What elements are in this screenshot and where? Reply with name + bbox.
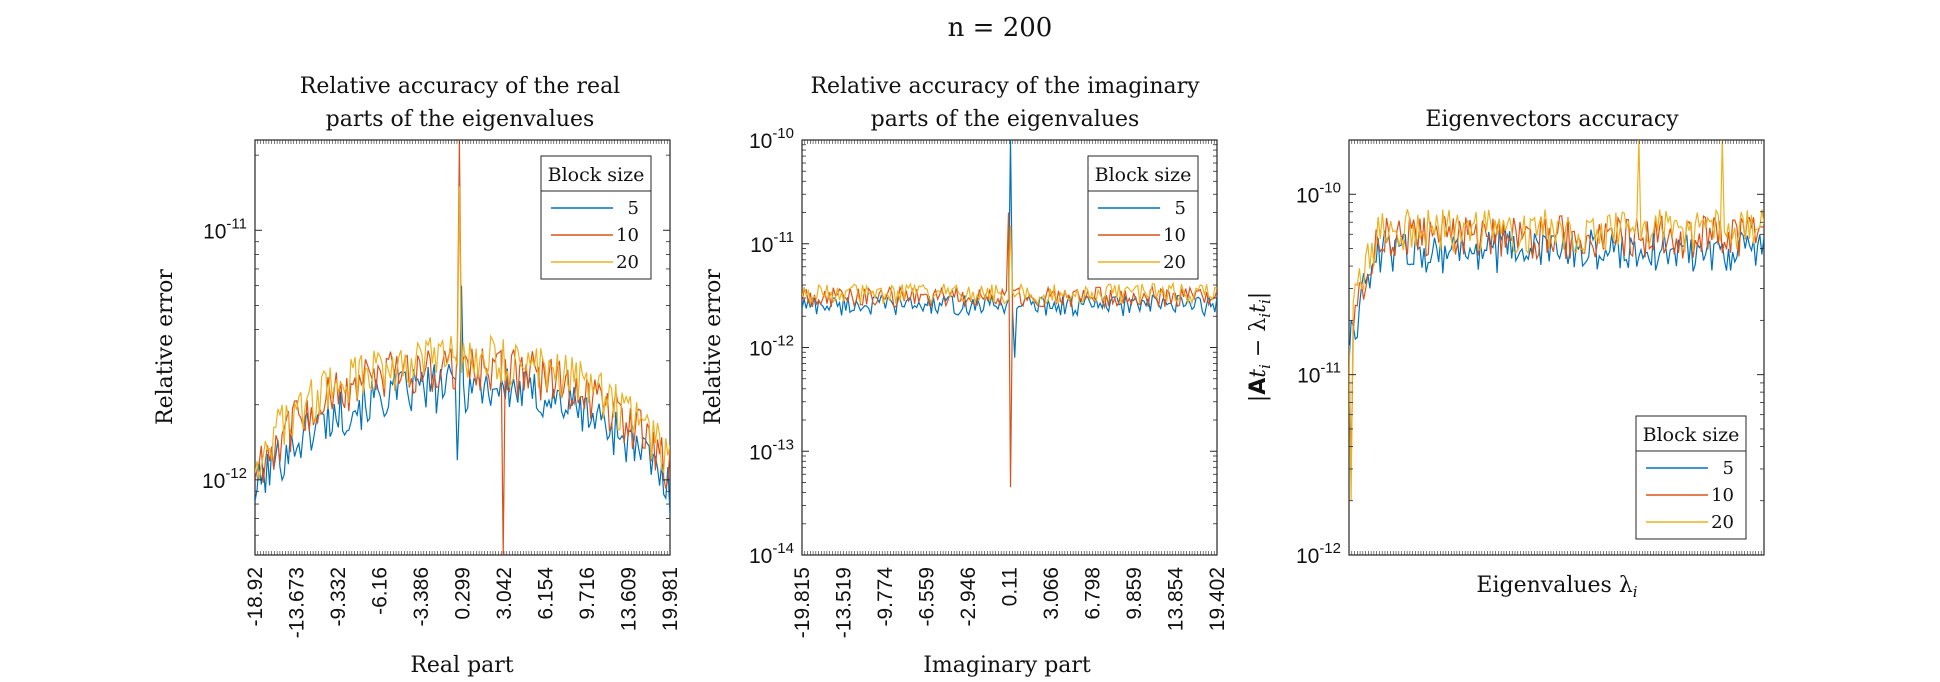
x-tick-label: 9.859 xyxy=(1123,567,1146,620)
legend-box xyxy=(540,155,652,280)
x-tick-label: 13.854 xyxy=(1165,567,1188,632)
legend-label-5: 5 xyxy=(1723,458,1734,479)
y-tick-label: 10-13 xyxy=(749,436,794,464)
y-tick-label: 10-12 xyxy=(749,333,794,361)
x-axis-label: Real part xyxy=(410,653,513,678)
chart-title: Eigenvectors accuracy xyxy=(1425,107,1679,132)
chart-title-line-1: Relative accuracy of the real xyxy=(300,74,620,99)
legend: Block size 5 10 20 xyxy=(1087,155,1199,280)
legend-label-10: 10 xyxy=(616,225,639,246)
series-line-20 xyxy=(802,225,1217,306)
x-tick-label: -13.673 xyxy=(286,567,309,638)
x-tick-label: 0.299 xyxy=(452,567,475,620)
chart-real: Relative accuracy of the real parts of t… xyxy=(153,74,682,678)
series-layer xyxy=(1349,140,1764,501)
chart-vec: Eigenvectors accuracy 10-12 10-11 10-10 |A… xyxy=(1246,107,1765,601)
legend-title: Block size xyxy=(548,164,645,186)
legend-label-10: 10 xyxy=(1163,225,1186,246)
chart-title-line-1: Relative accuracy of the imaginary xyxy=(810,74,1200,99)
x-tick-label: -6.559 xyxy=(916,567,939,627)
x-tick-label: -9.332 xyxy=(327,567,350,627)
y-tick-label: 10-12 xyxy=(1296,540,1341,568)
series-line-20 xyxy=(1349,140,1764,501)
x-tick-label: -13.519 xyxy=(833,567,856,638)
y-tick-label: 10-14 xyxy=(749,540,794,568)
series-layer xyxy=(255,140,670,555)
legend-label-5: 5 xyxy=(1175,198,1186,219)
legend: Block size 5 10 20 xyxy=(1635,415,1747,540)
y-tick-label: 10-11 xyxy=(750,229,794,257)
x-tick-label: 6.154 xyxy=(535,567,558,620)
y-tick-label: 10-11 xyxy=(1297,360,1341,388)
chart-title-line-2: parts of the eigenvalues xyxy=(871,107,1140,132)
x-tick-label: 19.981 xyxy=(659,567,682,631)
x-tick-label: 3.066 xyxy=(1040,567,1063,620)
y-tick-label: 10-12 xyxy=(202,465,247,493)
y-tick-layer: 10-14 10-13 10-12 10-11 10-10 xyxy=(749,125,1217,568)
x-tick-label: -3.386 xyxy=(410,567,433,627)
x-tick-label: 6.798 xyxy=(1082,567,1105,620)
x-axis-label: Eigenvalues λi xyxy=(1476,573,1637,601)
legend-title: Block size xyxy=(1643,424,1740,446)
y-tick-label: 10-10 xyxy=(1296,179,1341,207)
legend-label-20: 20 xyxy=(1711,512,1734,533)
x-tick-label: 9.716 xyxy=(576,567,599,620)
series-line-5 xyxy=(255,285,670,516)
x-tick-label: 0.11 xyxy=(999,567,1022,606)
x-axis-label: Imaginary part xyxy=(923,653,1091,678)
series-line-5 xyxy=(802,140,1217,358)
chart-title-line-2: parts of the eigenvalues xyxy=(326,107,595,132)
legend: Block size 5 10 20 xyxy=(540,155,652,280)
x-tick-label: -18.92 xyxy=(244,567,267,627)
y-tick-label: 10-10 xyxy=(749,125,794,153)
x-tick-label: -6.16 xyxy=(369,567,392,615)
series-layer xyxy=(802,140,1217,488)
legend-box xyxy=(1087,155,1199,280)
legend-title: Block size xyxy=(1095,164,1192,186)
series-line-20 xyxy=(255,186,670,480)
chart-imag: Relative accuracy of the imaginary parts… xyxy=(701,74,1229,678)
x-tick-label: 13.609 xyxy=(618,567,641,631)
legend-label-20: 20 xyxy=(1163,252,1186,273)
y-axis-label: |Ati − λiti| xyxy=(1246,292,1274,402)
figure-suptitle: n = 200 xyxy=(948,13,1053,43)
x-tick-label: -9.774 xyxy=(874,567,897,627)
legend-label-20: 20 xyxy=(616,252,639,273)
x-tick-label: -19.815 xyxy=(791,567,814,638)
legend-label-5: 5 xyxy=(628,198,639,219)
x-tick-layer: -19.815 -13.519 -9.774 -6.559 -2.946 0.11 3.06… xyxy=(791,140,1229,638)
legend-label-10: 10 xyxy=(1711,485,1734,506)
y-tick-label: 10-11 xyxy=(203,215,247,243)
legend-box xyxy=(1635,415,1747,540)
x-tick-label: 19.402 xyxy=(1206,567,1229,631)
x-tick-label: 3.042 xyxy=(493,567,516,620)
y-tick-layer: 10-12 10-11 10-10 xyxy=(1296,140,1765,568)
y-tick-layer: 10-12 10-11 xyxy=(202,154,670,536)
y-axis-label: Relative error xyxy=(701,269,726,425)
y-axis-label: Relative error xyxy=(153,269,178,425)
x-tick-layer: -18.92 -13.673 -9.332 -6.16 -3.386 0.299 3.042… xyxy=(244,140,682,638)
x-tick-label: -2.946 xyxy=(957,567,980,627)
